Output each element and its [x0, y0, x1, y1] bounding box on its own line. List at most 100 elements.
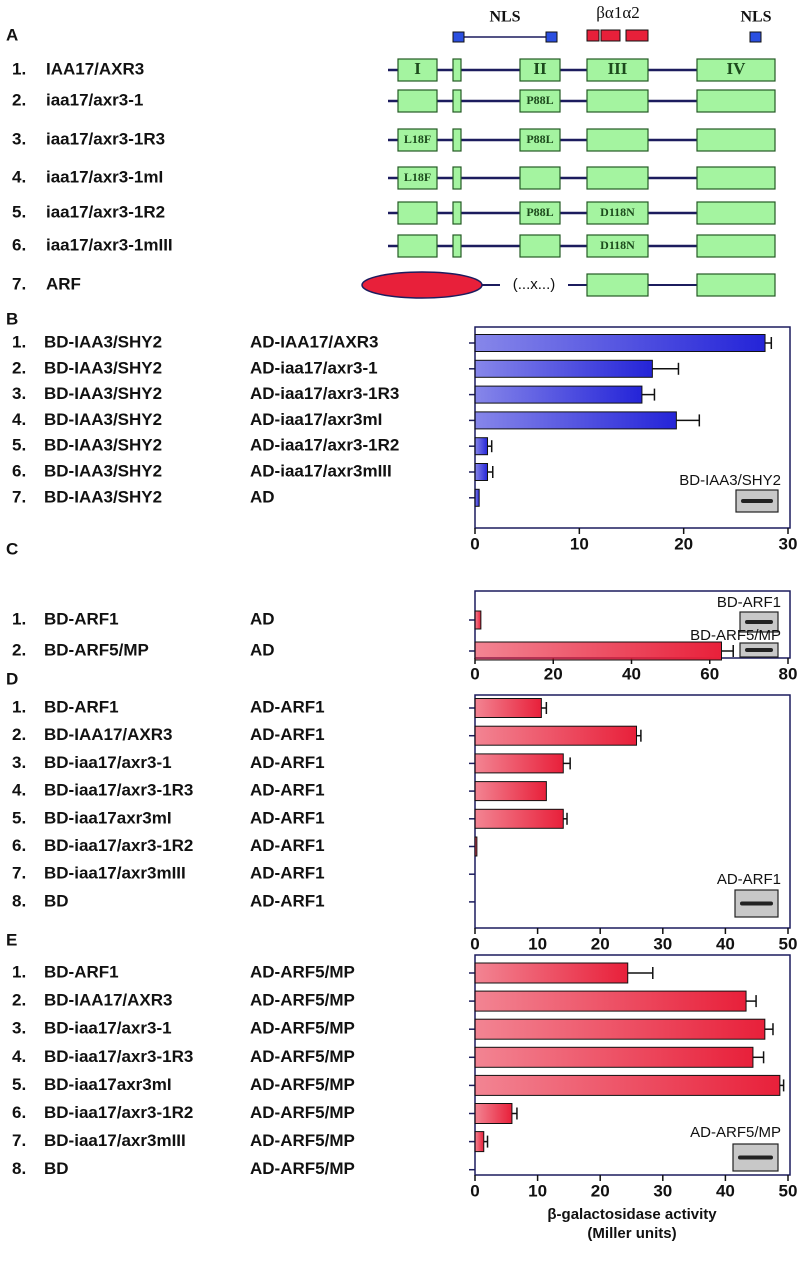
mutation: D118N [600, 205, 635, 219]
bait-label: BD-iaa17/axr3-1 [44, 1019, 172, 1038]
row-number: 4. [12, 781, 26, 800]
row-name: ARF [46, 274, 81, 293]
bait-label: BD-ARF1 [44, 609, 119, 628]
row-number: 1. [12, 962, 26, 981]
x-axis-label: (Miller units) [587, 1225, 676, 1242]
row-name: IAA17/AXR3 [46, 59, 144, 78]
bait-label: BD-IAA3/SHY2 [44, 410, 162, 429]
bait-label: BD-iaa17/axr3-1R2 [44, 836, 193, 855]
domain-box [586, 58, 649, 82]
row-number: 7. [12, 487, 26, 506]
domain-name: IV [727, 59, 747, 78]
bait-label: BD-iaa17/axr3-1 [44, 753, 172, 772]
prey-label: AD [250, 609, 275, 628]
bait-label: BD-ARF5/MP [44, 640, 149, 659]
domain-box [519, 128, 561, 152]
x-tick-label: 30 [653, 934, 672, 953]
dna-binding-domain [361, 271, 483, 299]
x-tick-label: 10 [570, 534, 589, 553]
domain-box [519, 234, 561, 258]
panel-letter: B [6, 309, 18, 328]
row-number: 3. [12, 1019, 26, 1038]
prey-label: AD-ARF5/MP [250, 1103, 355, 1122]
row-number: 8. [12, 891, 26, 910]
mutation: D118N [600, 238, 635, 252]
x-axis-label: β-galactosidase activity [547, 1206, 717, 1223]
prey-label: AD-ARF5/MP [250, 1159, 355, 1178]
prey-label: AD-ARF1 [250, 836, 325, 855]
bar [474, 385, 643, 404]
bait-label: BD-iaa17/axr3-1R3 [44, 1047, 193, 1066]
blot-band [741, 499, 773, 503]
prey-label: AD-iaa17/axr3mI [250, 410, 382, 429]
mutation: P88L [526, 205, 553, 219]
domain-box [452, 201, 462, 225]
nls-box [545, 31, 558, 43]
prey-label: AD-iaa17/axr3-1R3 [250, 384, 399, 403]
bar [474, 990, 747, 1012]
x-tick-label: 50 [779, 934, 798, 953]
prey-label: AD-ARF1 [250, 697, 325, 716]
bait-label: BD-IAA17/AXR3 [44, 991, 172, 1010]
inset-label: AD-ARF1 [717, 871, 781, 888]
bait-label: BD-iaa17/axr3mIII [44, 864, 186, 883]
prey-label: AD [250, 640, 275, 659]
x-tick-label: 30 [779, 534, 798, 553]
bar [474, 836, 478, 857]
domain-box [452, 58, 462, 82]
x-tick-label: 10 [528, 934, 547, 953]
bait-label: BD-IAA3/SHY2 [44, 384, 162, 403]
bait-label: BD-IAA3/SHY2 [44, 332, 162, 351]
x-tick-label: 0 [470, 664, 479, 683]
domain-name: III [608, 59, 628, 78]
bar [474, 411, 677, 430]
panel-letter: C [6, 539, 18, 558]
row-number: 1. [12, 697, 26, 716]
nls-box [452, 31, 465, 43]
fold-box [586, 29, 600, 42]
domain-box [397, 58, 438, 82]
row-number: 6. [12, 1103, 26, 1122]
domain-box [397, 201, 438, 225]
bar [474, 753, 564, 774]
domain-box [586, 89, 649, 113]
row-number: 3. [12, 384, 26, 403]
prey-label: AD-ARF5/MP [250, 1075, 355, 1094]
bar [474, 962, 629, 984]
blot-band [745, 648, 773, 652]
inset-label: AD-ARF5/MP [690, 1124, 781, 1141]
row-name: iaa17/axr3-1 [46, 90, 143, 109]
bar [474, 1074, 781, 1096]
domain-box [696, 201, 776, 225]
domain-box [696, 128, 776, 152]
mutation: P88L [526, 93, 553, 107]
bar [474, 725, 638, 746]
bar [474, 463, 489, 481]
row-number: 4. [12, 1047, 26, 1066]
row-number: 5. [12, 1075, 26, 1094]
bait-label: BD-IAA17/AXR3 [44, 725, 172, 744]
x-tick-label: 60 [700, 664, 719, 683]
row-number: 3. [12, 753, 26, 772]
prey-label: AD-ARF1 [250, 753, 325, 772]
row-number: 6. [12, 461, 26, 480]
row-number: 2. [12, 725, 26, 744]
row-number: 3. [12, 129, 26, 148]
domain-name: II [533, 59, 547, 78]
domain-box [519, 89, 561, 113]
domain-box [586, 234, 649, 258]
row-number: 7. [12, 1131, 26, 1150]
x-tick-label: 20 [674, 534, 693, 553]
domain-name: I [414, 59, 421, 78]
row-name: iaa17/axr3-1R3 [46, 129, 165, 148]
row-name: iaa17/axr3-1mI [46, 167, 163, 186]
bait-label: BD [44, 891, 69, 910]
prey-label: AD-iaa17/axr3-1R2 [250, 436, 399, 455]
domain-box [586, 128, 649, 152]
panel-letter: E [6, 930, 17, 949]
domain-box [696, 89, 776, 113]
domain-box [452, 166, 462, 190]
bar [474, 808, 564, 829]
